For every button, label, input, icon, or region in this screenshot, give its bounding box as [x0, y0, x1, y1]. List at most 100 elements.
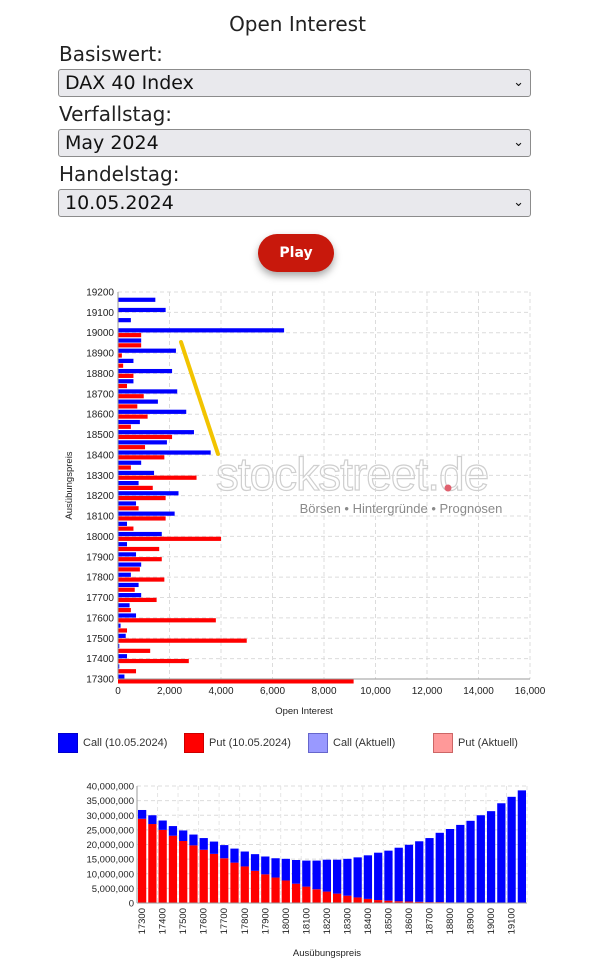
watermark-stroke — [179, 340, 220, 456]
legend-label: Call (Aktuell) — [333, 737, 396, 749]
put-bar — [404, 901, 414, 903]
call-bar — [425, 838, 434, 903]
y-tick-label: 18800 — [86, 369, 114, 380]
call-bar — [118, 481, 139, 486]
call-bar — [118, 297, 156, 302]
put-bar — [189, 845, 198, 903]
expiry-select[interactable]: May 2024 ⌄ — [58, 129, 531, 157]
y-tick-label: 18700 — [86, 389, 114, 400]
call-bar — [466, 820, 475, 903]
put-bar — [118, 557, 162, 562]
y-tick-label: 19200 — [86, 288, 114, 299]
call-bar — [118, 430, 194, 435]
call-bar — [415, 841, 424, 902]
y-tick-label: 18900 — [86, 349, 114, 360]
call-bar — [118, 470, 155, 476]
x-tick-label: 17800 — [240, 908, 251, 934]
call-bar — [209, 841, 219, 854]
put-bar — [118, 424, 131, 429]
call-bar — [168, 826, 178, 836]
x-tick-label: 18600 — [404, 908, 415, 934]
y-tick-label: 17500 — [86, 634, 114, 645]
play-button[interactable]: Play — [258, 234, 334, 272]
x-tick-label: 14,000 — [463, 686, 494, 697]
call-bar — [118, 643, 120, 649]
x-tick-label: 18700 — [425, 908, 436, 934]
y-tick-label: 25,000,000 — [86, 825, 134, 836]
put-bar — [118, 343, 142, 348]
put-bar — [168, 835, 178, 903]
call-bar — [486, 811, 496, 903]
put-bar — [118, 333, 142, 338]
x-axis-title: Open Interest — [275, 706, 333, 717]
x-tick-label: 10,000 — [360, 686, 391, 697]
put-bar — [118, 495, 166, 501]
x-tick-label: 8,000 — [311, 686, 336, 697]
put-bar — [179, 840, 188, 903]
call-bar — [118, 358, 134, 363]
put-bar — [353, 897, 362, 903]
x-tick-label: 12,000 — [412, 686, 443, 697]
y-tick-label: 18500 — [86, 430, 114, 441]
y-tick-label: 18200 — [86, 491, 114, 502]
call-bar — [118, 572, 131, 577]
put-bar — [271, 877, 280, 903]
trade-date-select[interactable]: 10.05.2024 ⌄ — [58, 189, 531, 217]
y-tick-label: 17800 — [86, 573, 114, 584]
open-interest-chart: stockstreet.de Börsen • Hintergründe • P… — [64, 288, 546, 718]
watermark-dot — [444, 484, 452, 492]
call-bar — [158, 820, 167, 830]
call-bar — [230, 848, 239, 863]
legend-label: Call (10.05.2024) — [83, 737, 168, 749]
legend: Call (10.05.2024) Put (10.05.2024) Call … — [0, 733, 595, 757]
put-bar — [118, 597, 157, 603]
y-tick-label: 0 — [129, 899, 134, 910]
call-bar — [118, 542, 128, 547]
put-bar — [118, 465, 131, 470]
underlying-select[interactable]: DAX 40 Index ⌄ — [58, 69, 531, 97]
call-bar — [445, 828, 455, 903]
y-tick-label: 18400 — [86, 450, 114, 461]
put-bar — [118, 353, 122, 358]
y-tick-label: 17600 — [86, 613, 114, 624]
put-bar — [118, 445, 146, 450]
put-bar — [230, 862, 239, 903]
call-bar — [118, 674, 125, 679]
put-bar — [118, 536, 221, 541]
put-bar — [312, 889, 321, 903]
page-title: Open Interest — [229, 12, 366, 36]
x-tick-label: 6,000 — [260, 686, 285, 697]
call-bar — [118, 623, 121, 628]
put-bar — [118, 414, 148, 419]
call-bar — [118, 368, 173, 374]
put-bar — [118, 628, 128, 633]
call-bar — [118, 440, 167, 445]
x-tick-label: 19100 — [507, 908, 518, 934]
put-bar — [220, 858, 229, 903]
x-tick-label: 4,000 — [208, 686, 233, 697]
call-bar — [363, 855, 373, 899]
call-bar — [118, 389, 178, 394]
put-bar — [118, 434, 173, 440]
put-bar — [118, 475, 197, 480]
y-tick-label: 10,000,000 — [86, 869, 134, 880]
put-bar — [118, 648, 151, 653]
y-tick-label: 19000 — [86, 328, 114, 339]
call-bar — [118, 531, 162, 537]
call-bar — [118, 307, 166, 313]
put-bar — [118, 679, 354, 684]
put-bar — [118, 404, 138, 409]
y-tick-label: 17900 — [86, 552, 114, 563]
call-bar — [374, 852, 383, 901]
call-bar — [353, 857, 362, 898]
put-bar — [118, 577, 165, 582]
y-tick-label: 17400 — [86, 654, 114, 665]
call-bar — [384, 850, 393, 901]
put-bar — [118, 363, 124, 368]
call-bar — [343, 858, 352, 896]
call-bar — [118, 419, 140, 425]
put-bar — [240, 866, 249, 903]
x-tick-label: 19000 — [486, 908, 497, 934]
call-bar — [148, 815, 157, 825]
call-bar — [118, 460, 142, 465]
